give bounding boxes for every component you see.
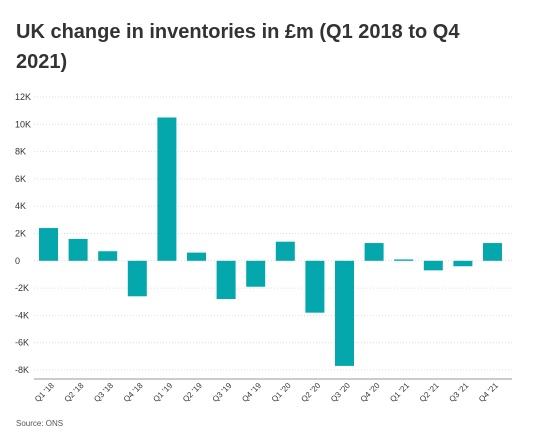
x-tick-label: Q1 '21 xyxy=(388,381,411,404)
bar xyxy=(305,260,325,313)
x-tick-label: Q3 '20 xyxy=(329,381,352,404)
source-note: Source: ONS xyxy=(16,419,64,428)
x-tick-label: Q1 '20 xyxy=(270,381,293,404)
x-tick-label: Q4 '19 xyxy=(240,381,263,404)
bars xyxy=(39,117,502,366)
y-tick-label: 0 xyxy=(15,256,20,266)
x-tick-label: Q2 '21 xyxy=(418,381,441,404)
x-axis: Q1 '18 Q2 '18 Q3 '18 Q4 '18 Q1 '19 Q2 '19 Q3 '… xyxy=(33,381,500,404)
bar xyxy=(216,260,236,300)
bar xyxy=(157,117,177,261)
y-axis: 12K 10K 8K 6K 4K 2K 0 -2K -4K -6K -8K xyxy=(15,92,31,375)
bar xyxy=(187,252,206,261)
x-tick-label: Q1 '19 xyxy=(151,381,174,404)
bar xyxy=(39,228,58,261)
y-tick-label: -4K xyxy=(15,310,29,320)
gridlines xyxy=(34,96,512,371)
bar xyxy=(246,260,266,287)
x-tick-label: Q4 '18 xyxy=(122,381,145,404)
y-tick-label: 4K xyxy=(15,201,26,211)
bar xyxy=(394,259,414,261)
bar xyxy=(127,260,147,297)
x-tick-label: Q3 '19 xyxy=(211,381,234,404)
y-tick-label: 8K xyxy=(15,147,26,157)
x-tick-label: Q3 '21 xyxy=(447,381,470,404)
y-tick-label: 12K xyxy=(15,92,31,102)
x-tick-label: Q4 '20 xyxy=(359,381,382,404)
bar xyxy=(275,241,295,261)
y-tick-label: 6K xyxy=(15,174,26,184)
bar xyxy=(453,260,473,267)
bar xyxy=(68,238,88,261)
chart-title: UK change in inventories in £m (Q1 2018 … xyxy=(16,21,460,73)
x-tick-label: Q3 '18 xyxy=(92,381,115,404)
x-tick-label: Q2 '18 xyxy=(63,381,86,404)
y-tick-label: -2K xyxy=(15,283,29,293)
bar xyxy=(364,243,384,261)
y-tick-label: -8K xyxy=(15,365,29,375)
y-tick-label: 2K xyxy=(15,229,26,239)
bar xyxy=(483,243,502,261)
y-tick-label: -6K xyxy=(15,338,29,348)
x-tick-label: Q2 '20 xyxy=(299,381,322,404)
x-tick-label: Q2 '19 xyxy=(181,381,204,404)
x-tick-label: Q4 '21 xyxy=(477,381,500,404)
x-tick-label: Q1 '18 xyxy=(33,381,56,404)
bar xyxy=(423,260,443,271)
bar xyxy=(335,260,354,366)
bar xyxy=(98,251,118,261)
y-tick-label: 10K xyxy=(15,119,31,129)
